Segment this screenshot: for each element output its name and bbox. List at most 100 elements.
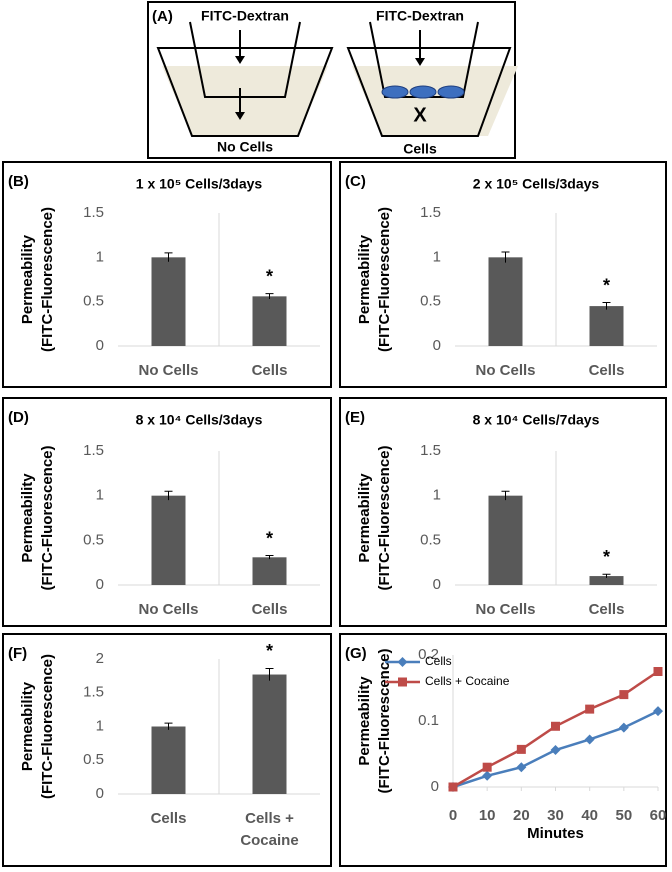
chart-panel: (F) Permeability (FITC-Fluorescence) 0 0.5 1 1… [2, 633, 332, 867]
marker [516, 744, 526, 754]
x-tick-label: Cells [588, 362, 625, 379]
y-axis-label: (FITC-Fluorescence) [39, 445, 56, 590]
marker [585, 704, 595, 714]
x-tick-label: Cells [150, 810, 187, 827]
y-tick-label: 0.5 [83, 531, 104, 548]
arrow-head [235, 112, 245, 120]
x-tick-label-box: Cells [251, 362, 288, 379]
marker [551, 721, 560, 731]
bar [151, 495, 186, 585]
chart-panel: (G) Permeability (FITC-Fluorescence) 0 0.1 0.… [339, 633, 667, 867]
panel-label: (B) [8, 173, 29, 190]
marker [516, 762, 527, 773]
y-axis-label: (FITC-Fluorescence) [376, 445, 393, 590]
well-caption: No Cells [217, 139, 273, 155]
panel-label: (G) [345, 645, 367, 662]
legend-label: Cells [425, 654, 452, 668]
bar [488, 495, 523, 585]
error-bar [602, 573, 611, 578]
y-tick-label: 0.5 [420, 293, 441, 310]
bar [151, 257, 186, 346]
panel-label: (C) [345, 173, 366, 190]
x-tick-label: No Cells [138, 601, 199, 618]
y-tick-label: 1 [433, 248, 441, 265]
x-tick-label: 40 [581, 807, 598, 824]
x-axis-label: Minutes [527, 825, 584, 842]
y-tick-label: 1.5 [83, 204, 104, 221]
significance-marker: * [603, 275, 610, 295]
y-tick-label: 0 [433, 576, 441, 593]
chart-title: 8 x 10⁴ Cells/3days [136, 412, 263, 428]
cell [437, 85, 465, 99]
x-tick-label: Cells [251, 362, 288, 379]
well-label: FITC-Dextran [201, 8, 289, 24]
y-axis-label: (FITC-Fluorescence) [39, 207, 56, 352]
x-tick-label-box: Cells [150, 810, 187, 827]
y-tick-label: 1 [433, 487, 441, 504]
y-tick-label: 0 [96, 576, 104, 593]
y-axis-label: Permeability [356, 234, 373, 324]
y-tick-label: 1.5 [420, 442, 441, 459]
marker [448, 782, 458, 792]
x-tick-label: 30 [547, 807, 564, 824]
chart-title: 2 x 10⁵ Cells/3days [473, 176, 600, 192]
well [346, 47, 512, 137]
marker [653, 667, 663, 676]
y-tick-label: 0.5 [83, 293, 104, 310]
significance-marker: * [266, 266, 273, 286]
y-tick-label: 1 [96, 487, 104, 504]
x-tick-label-box: No Cells [475, 362, 536, 379]
panel-label: (A) [152, 8, 173, 25]
y-axis-label: (FITC-Fluorescence) [376, 648, 393, 793]
y-axis-label: (FITC-Fluorescence) [376, 207, 393, 352]
bar [488, 257, 523, 346]
error-bar [265, 293, 274, 300]
x-tick-label: No Cells [475, 362, 536, 379]
chart-panel: (B) 1 x 10⁵ Cells/3days Permeability (FITC-… [2, 161, 332, 388]
marker [482, 770, 493, 781]
bar [589, 576, 624, 585]
marker [550, 745, 561, 756]
well [156, 47, 334, 137]
panel-frame [339, 633, 667, 867]
cell [409, 85, 437, 99]
x-tick-label-box: Cells [588, 601, 625, 618]
x-tick-label: 10 [479, 807, 496, 824]
y-axis-label: Permeability [19, 681, 36, 771]
bar [252, 674, 287, 794]
x-tick-label-box: Cells [252, 601, 288, 618]
error-bar [501, 490, 510, 501]
x-tick-label-box: No Cells [138, 601, 199, 618]
arrow-head [415, 58, 425, 66]
significance-marker: * [603, 547, 610, 567]
error-bar [164, 722, 173, 730]
legend-marker [397, 657, 408, 667]
y-tick-label: 1 [96, 717, 104, 734]
x-tick-label-box: Cells [588, 362, 625, 379]
x-tick-label-box: No Cells [138, 362, 199, 379]
y-tick-label: 1.5 [420, 204, 441, 221]
error-bar [602, 302, 611, 310]
chart-title: 1 x 10⁵ Cells/3days [136, 176, 263, 192]
y-tick-label: 0 [431, 778, 439, 795]
arrow-head [235, 56, 245, 64]
x-tick-label: Cells [588, 601, 625, 618]
error-bar [265, 667, 274, 681]
marker [653, 706, 663, 717]
x-tick-label: No Cells [138, 362, 199, 379]
x-tick-label: 20 [513, 807, 530, 824]
error-bar [501, 251, 510, 263]
y-axis-label: Permeability [19, 234, 36, 324]
medium [162, 66, 328, 136]
y-tick-label: 0.2 [418, 646, 439, 663]
chart-panel: (D) 8 x 10⁴ Cells/3days Permeability (FITC-… [2, 397, 332, 627]
y-tick-label: 0 [96, 785, 104, 802]
x-tick-label: 60 [650, 807, 667, 824]
x-tick-label-box: Cells + Cocaine [240, 810, 298, 849]
panel-label: (D) [8, 409, 29, 426]
panel-label: (E) [345, 409, 365, 426]
significance-marker: * [266, 641, 273, 661]
legend-label: Cells + Cocaine [425, 674, 510, 688]
marker [618, 722, 629, 733]
